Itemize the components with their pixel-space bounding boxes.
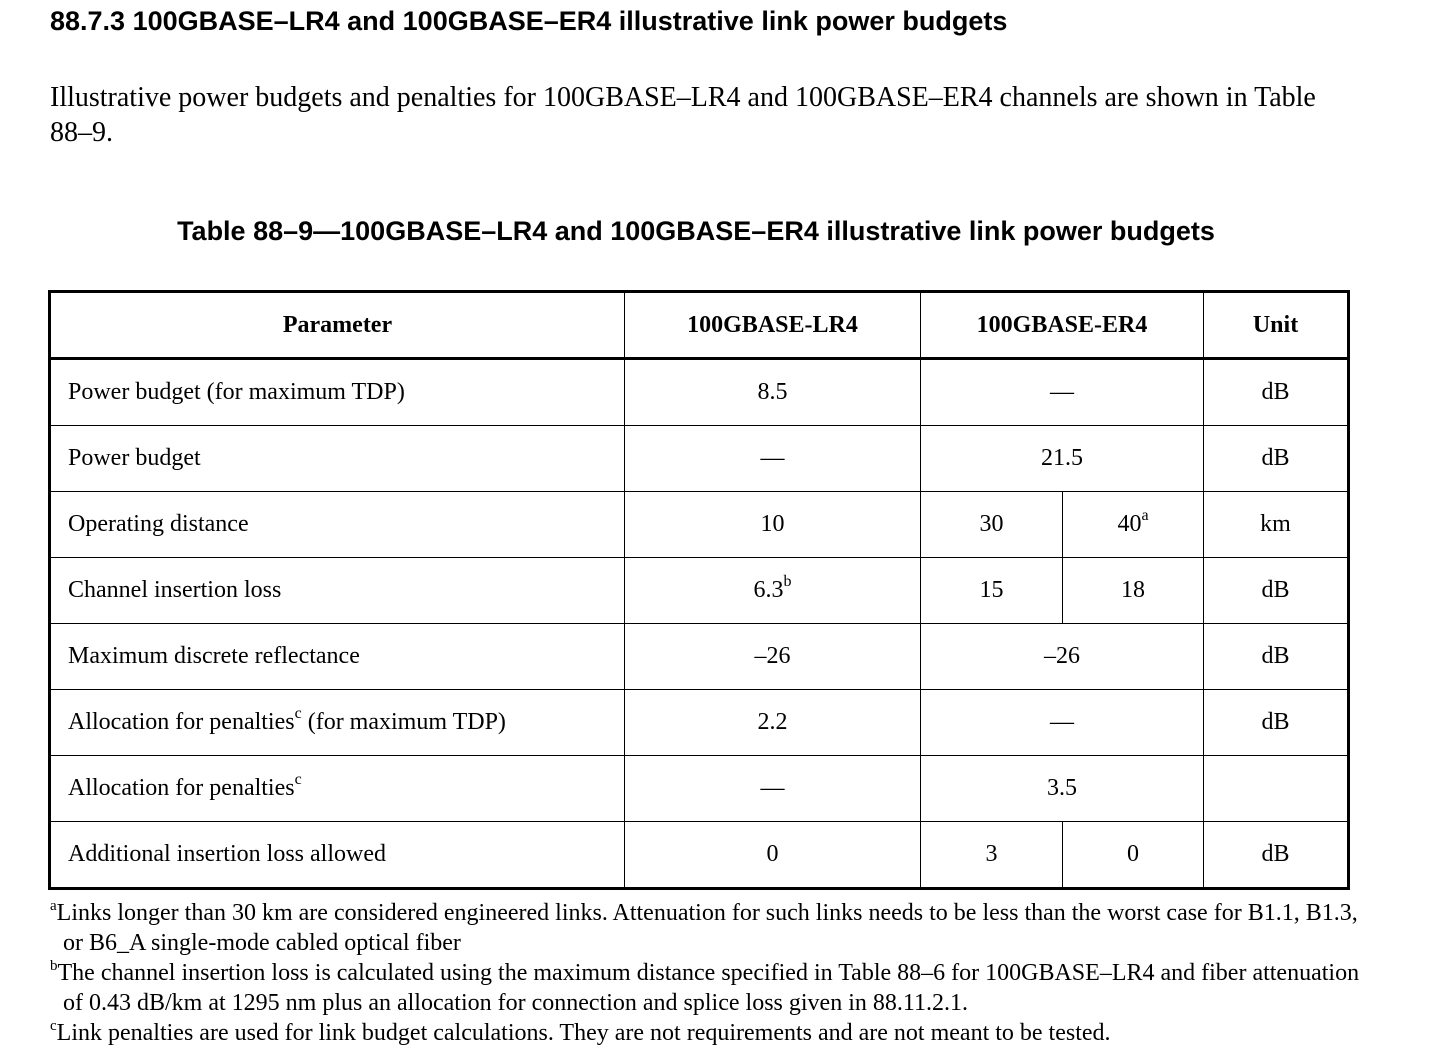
- row-unit: dB: [1203, 358, 1350, 426]
- row-parameter: Allocation for penaltiesc (for maximum T…: [49, 689, 625, 756]
- row-er4-value-b: 0: [1061, 821, 1205, 889]
- row-lr4-value: –26: [624, 623, 921, 690]
- param-text: Allocation for penalties: [68, 709, 295, 735]
- row-parameter: Channel insertion loss: [49, 557, 625, 624]
- table-row: Operating distance 10 30 40a km: [49, 491, 1350, 558]
- row-er4-value: 21.5: [919, 425, 1205, 492]
- row-parameter: Maximum discrete reflectance: [49, 623, 625, 690]
- footnote-c: cLink penalties are used for link budget…: [50, 1018, 1380, 1048]
- table-row: Allocation for penaltiesc (for maximum T…: [49, 689, 1350, 756]
- row-lr4-value: —: [624, 755, 921, 822]
- row-unit: dB: [1203, 623, 1350, 690]
- footnote-ref: a: [1141, 507, 1149, 524]
- row-er4-value-a: 3: [920, 821, 1063, 889]
- param-text: Allocation for penalties: [68, 775, 295, 801]
- row-parameter: Power budget (for maximum TDP): [49, 358, 625, 426]
- row-er4-value: 3.5: [919, 755, 1205, 822]
- row-er4-value: —: [919, 689, 1205, 756]
- header-unit: Unit: [1203, 291, 1350, 359]
- power-budget-table: Parameter 100GBASE-LR4 100GBASE-ER4 Unit…: [48, 290, 1351, 890]
- footnote-mark: b: [50, 958, 58, 974]
- row-parameter: Allocation for penaltiesc: [49, 755, 625, 822]
- header-parameter: Parameter: [49, 291, 625, 359]
- intro-paragraph: Illustrative power budgets and penalties…: [50, 82, 1316, 148]
- table-row: Allocation for penaltiesc — 3.5: [49, 755, 1350, 822]
- table-row: Additional insertion loss allowed 0 3 0 …: [49, 821, 1350, 889]
- row-er4-value-a: 30: [920, 491, 1063, 558]
- table-caption: Table 88–9—100GBASE–LR4 and 100GBASE–ER4…: [177, 216, 1215, 246]
- table-row: Maximum discrete reflectance –26 –26 dB: [49, 623, 1350, 690]
- table-row: Power budget (for maximum TDP) 8.5 — dB: [49, 358, 1350, 426]
- header-lr4: 100GBASE-LR4: [624, 291, 921, 359]
- header-er4: 100GBASE-ER4: [919, 291, 1205, 359]
- footnote-ref: c: [294, 771, 302, 788]
- footnote-text: The channel insertion loss is calculated…: [57, 960, 1360, 1016]
- row-unit: km: [1203, 491, 1350, 558]
- row-lr4-value: 8.5: [624, 358, 921, 426]
- footnote-mark: c: [50, 1018, 57, 1034]
- param-qualifier: (for maximum TDP): [301, 709, 506, 735]
- row-parameter: Operating distance: [49, 491, 625, 558]
- footnote-mark: a: [50, 898, 57, 914]
- row-unit: dB: [1203, 689, 1350, 756]
- row-lr4-value: —: [624, 425, 921, 492]
- footnotes: aLinks longer than 30 km are considered …: [50, 898, 1380, 1048]
- row-er4-value-b: 18: [1061, 557, 1205, 624]
- footnote-b: bThe channel insertion loss is calculate…: [50, 958, 1380, 1018]
- footnote-a: aLinks longer than 30 km are considered …: [50, 898, 1380, 958]
- footnote-ref: c: [294, 705, 302, 722]
- row-unit: dB: [1203, 557, 1350, 624]
- value-text: 6.3: [753, 577, 784, 603]
- table-row: Power budget — 21.5 dB: [49, 425, 1350, 492]
- footnote-ref: b: [783, 573, 792, 590]
- value-text: 40: [1117, 511, 1142, 537]
- row-er4-value-b: 40a: [1061, 491, 1205, 558]
- section-heading: 88.7.3 100GBASE–LR4 and 100GBASE–ER4 ill…: [50, 6, 1008, 36]
- row-lr4-value: 2.2: [624, 689, 921, 756]
- row-lr4-value: 0: [624, 821, 921, 889]
- table-row: Channel insertion loss 6.3b 15 18 dB: [49, 557, 1350, 624]
- row-er4-value: —: [919, 358, 1205, 426]
- row-unit: dB: [1203, 425, 1350, 492]
- row-parameter: Power budget: [49, 425, 625, 492]
- row-lr4-value: 6.3b: [624, 557, 921, 624]
- row-unit: dB: [1203, 821, 1350, 889]
- footnote-text: Links longer than 30 km are considered e…: [56, 900, 1358, 956]
- row-parameter: Additional insertion loss allowed: [49, 821, 625, 889]
- table-header-row: Parameter 100GBASE-LR4 100GBASE-ER4 Unit: [49, 291, 1350, 359]
- footnote-text: Link penalties are used for link budget …: [56, 1020, 1111, 1046]
- row-er4-value-a: 15: [920, 557, 1063, 624]
- row-unit: [1203, 755, 1350, 822]
- row-er4-value: –26: [919, 623, 1205, 690]
- row-lr4-value: 10: [624, 491, 921, 558]
